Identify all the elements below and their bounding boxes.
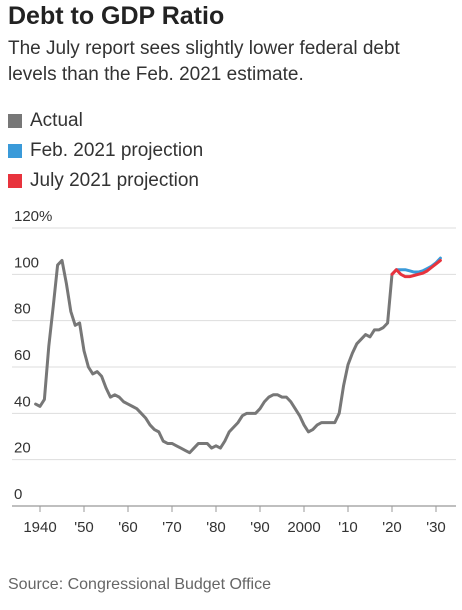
legend-label-july: July 2021 projection (30, 170, 199, 191)
chart-subtitle: The July report sees slightly lower fede… (8, 38, 400, 85)
x-tick-label: '50 (74, 519, 94, 536)
y-tick-label: 60 (14, 347, 31, 364)
y-tick-label: 20 (14, 440, 31, 457)
x-tick-label: 2000 (287, 519, 320, 536)
x-tick-label: '60 (118, 519, 138, 536)
legend-item-feb: Feb. 2021 projection (8, 136, 203, 166)
y-tick-label: 100 (14, 254, 39, 271)
y-axis-tick-labels: 0 20 40 60 80 100 120% (14, 210, 52, 503)
x-tick-label: '30 (426, 519, 446, 536)
grid-lines (12, 227, 456, 507)
line-chart: 0 20 40 60 80 100 120% 1940 '50 '60 '70 '80 '90 2000… (12, 210, 456, 536)
source-note: Source: Congressional Budget Office (8, 576, 271, 593)
legend-item-july: July 2021 projection (8, 166, 203, 196)
x-tick-label: '10 (338, 519, 358, 536)
legend-item-actual: Actual (8, 106, 203, 136)
x-tick-label: '80 (206, 519, 226, 536)
july-2021-projection-line (390, 258, 442, 279)
x-tick-label: 1940 (23, 519, 56, 536)
legend-label-actual: Actual (30, 110, 83, 131)
y-tick-label: 0 (14, 486, 22, 503)
x-tick-label: '90 (250, 519, 270, 536)
y-tick-label: 120% (14, 210, 52, 225)
legend-swatch-july (8, 174, 22, 188)
legend-swatch-actual (8, 114, 22, 128)
legend-swatch-feb (8, 144, 22, 158)
x-tick-label: '20 (382, 519, 402, 536)
y-tick-label: 40 (14, 393, 31, 410)
chart-title: Debt to GDP Ratio (8, 2, 225, 30)
legend-label-feb: Feb. 2021 projection (30, 140, 204, 161)
x-tick-label: '70 (162, 519, 182, 536)
actual-series-line (34, 258, 394, 455)
x-axis-ticks: 1940 '50 '60 '70 '80 '90 2000 '10 '20 '30 (23, 506, 446, 536)
series-lines (34, 256, 442, 455)
y-tick-label: 80 (14, 301, 31, 318)
legend: Actual Feb. 2021 projection July 2021 pr… (8, 106, 203, 196)
